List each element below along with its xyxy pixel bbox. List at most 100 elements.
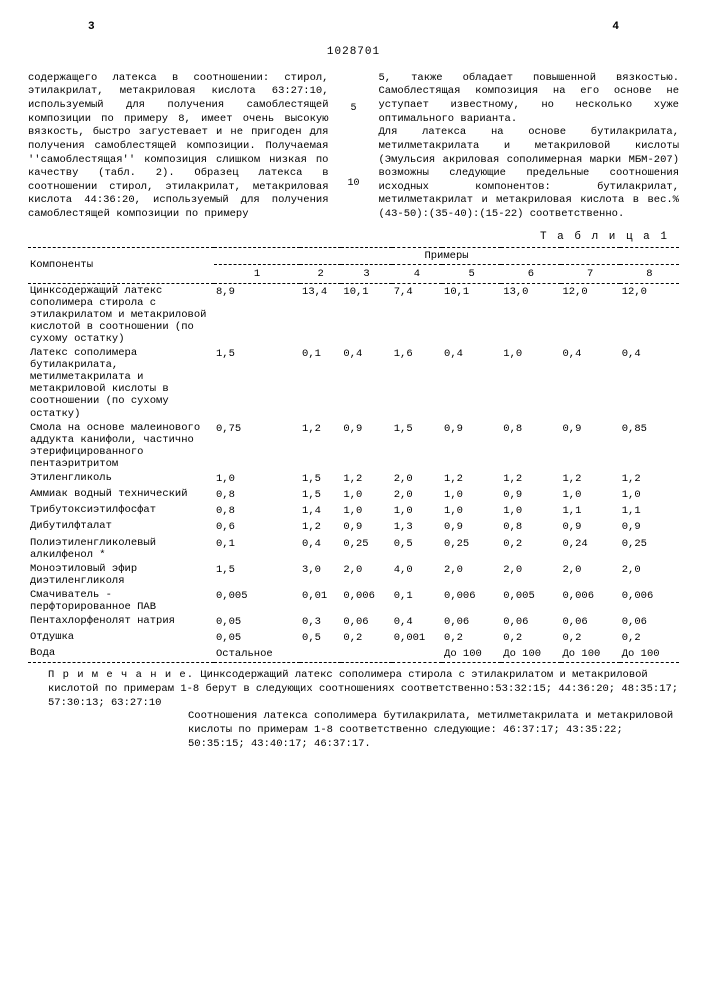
value-cell: 0,25 xyxy=(341,536,391,562)
value-cell: 8,9 xyxy=(214,283,300,346)
header-components: Компоненты xyxy=(28,247,214,283)
table-row: Цинксодержащий латекс сополимера стирола… xyxy=(28,283,679,346)
value-cell xyxy=(392,646,442,663)
note-label: П р и м е ч а н и е. xyxy=(48,669,194,681)
value-cell: 0,06 xyxy=(620,614,679,630)
document-id: 1028701 xyxy=(28,45,679,60)
value-cell: 1,2 xyxy=(300,421,341,471)
value-cell: 1,0 xyxy=(341,487,391,503)
value-cell: 0,8 xyxy=(214,487,300,503)
table-row: Моноэтиловый эфир диэтиленгликоля1,53,02… xyxy=(28,562,679,588)
value-cell: 3,0 xyxy=(300,562,341,588)
table-row: Трибутоксиэтилфосфат0,81,41,01,01,01,01,… xyxy=(28,503,679,519)
value-cell: 0,1 xyxy=(392,588,442,614)
value-cell: 0,9 xyxy=(442,421,501,471)
page-right: 4 xyxy=(612,20,619,35)
value-cell: 1,0 xyxy=(214,471,300,487)
value-cell: 0,01 xyxy=(300,588,341,614)
value-cell: 0,006 xyxy=(620,588,679,614)
value-cell: 4,0 xyxy=(392,562,442,588)
component-name: Смола на основе малеинового аддукта кани… xyxy=(28,421,214,471)
table-caption: Т а б л и ц а 1 xyxy=(28,230,669,245)
component-name: Отдушка xyxy=(28,630,214,646)
component-name: Смачиватель - перфторированное ПАВ xyxy=(28,588,214,614)
value-cell: 0,9 xyxy=(501,487,560,503)
value-cell: 0,06 xyxy=(442,614,501,630)
value-cell xyxy=(341,646,391,663)
table-row: Пентахлорфенолят натрия0,050,30,060,40,0… xyxy=(28,614,679,630)
value-cell: 1,0 xyxy=(501,346,560,420)
value-cell: 0,005 xyxy=(501,588,560,614)
value-cell: 1,1 xyxy=(561,503,620,519)
component-name: Трибутоксиэтилфосфат xyxy=(28,503,214,519)
header-examples: Примеры xyxy=(214,247,679,264)
component-name: Латекс сополимера бутилакрилата, метилме… xyxy=(28,346,214,420)
value-cell: 0,4 xyxy=(620,346,679,420)
value-cell: 0,2 xyxy=(442,630,501,646)
value-cell: 0,006 xyxy=(341,588,391,614)
value-cell: 1,2 xyxy=(300,519,341,535)
value-cell: 7,4 xyxy=(392,283,442,346)
value-cell: 0,4 xyxy=(561,346,620,420)
value-cell: 1,6 xyxy=(392,346,442,420)
value-cell: 1,5 xyxy=(214,562,300,588)
value-cell: 1,2 xyxy=(620,471,679,487)
component-name: Дибутилфталат xyxy=(28,519,214,535)
body-columns: содержащего латекса в соотношении: стиро… xyxy=(28,72,679,222)
value-cell: 2,0 xyxy=(341,562,391,588)
value-cell: 2,0 xyxy=(442,562,501,588)
value-cell: 0,006 xyxy=(442,588,501,614)
value-cell: 2,0 xyxy=(501,562,560,588)
value-cell: 1,0 xyxy=(442,487,501,503)
value-cell: 1,5 xyxy=(300,487,341,503)
table-row: Смачиватель - перфторированное ПАВ0,0050… xyxy=(28,588,679,614)
value-cell: 0,75 xyxy=(214,421,300,471)
value-cell: 2,0 xyxy=(392,471,442,487)
value-cell: 0,006 xyxy=(561,588,620,614)
table-row: Дибутилфталат0,61,20,91,30,90,80,90,9 xyxy=(28,519,679,535)
component-name: Пентахлорфенолят натрия xyxy=(28,614,214,630)
table-row: Латекс сополимера бутилакрилата, метилме… xyxy=(28,346,679,420)
value-cell: 0,2 xyxy=(561,630,620,646)
value-cell: 0,06 xyxy=(501,614,560,630)
value-cell: 1,2 xyxy=(561,471,620,487)
value-cell: 0,06 xyxy=(341,614,391,630)
value-cell: 0,6 xyxy=(214,519,300,535)
value-cell: 0,06 xyxy=(561,614,620,630)
value-cell: 0,4 xyxy=(300,536,341,562)
value-cell: 12,0 xyxy=(561,283,620,346)
value-cell: 0,3 xyxy=(300,614,341,630)
value-cell: 0,9 xyxy=(561,421,620,471)
value-cell: 1,0 xyxy=(620,487,679,503)
value-cell: 2,0 xyxy=(392,487,442,503)
table-note: П р и м е ч а н и е. Цинксодержащий лате… xyxy=(28,669,679,751)
value-cell: 0,9 xyxy=(341,519,391,535)
component-name: Вода xyxy=(28,646,214,663)
value-cell: 0,9 xyxy=(341,421,391,471)
value-cell: 0,9 xyxy=(442,519,501,535)
value-cell: 1,2 xyxy=(442,471,501,487)
table-row: ВодаОстальноеДо 100До 100До 100До 100 xyxy=(28,646,679,663)
value-cell: 0,8 xyxy=(501,519,560,535)
value-cell: 0,4 xyxy=(392,614,442,630)
table-row: Отдушка0,050,50,20,0010,20,20,20,2 xyxy=(28,630,679,646)
value-cell: 0,2 xyxy=(620,630,679,646)
page-left: 3 xyxy=(88,20,95,35)
value-cell: 0,24 xyxy=(561,536,620,562)
value-cell: 0,2 xyxy=(341,630,391,646)
value-cell xyxy=(300,646,341,663)
value-cell: 0,05 xyxy=(214,630,300,646)
value-cell: 0,4 xyxy=(341,346,391,420)
value-cell: 0,8 xyxy=(501,421,560,471)
value-cell: 1,5 xyxy=(300,471,341,487)
value-cell: 0,25 xyxy=(620,536,679,562)
value-cell: 1,1 xyxy=(620,503,679,519)
line-number-marks: 5 10 xyxy=(347,72,361,222)
column-left: содержащего латекса в соотношении: стиро… xyxy=(28,72,329,222)
value-cell: 1,2 xyxy=(501,471,560,487)
table-row: Аммиак водный технический0,81,51,02,01,0… xyxy=(28,487,679,503)
value-cell: 12,0 xyxy=(620,283,679,346)
value-cell: 0,2 xyxy=(501,630,560,646)
value-cell: 0,9 xyxy=(561,519,620,535)
value-cell: 0,5 xyxy=(300,630,341,646)
